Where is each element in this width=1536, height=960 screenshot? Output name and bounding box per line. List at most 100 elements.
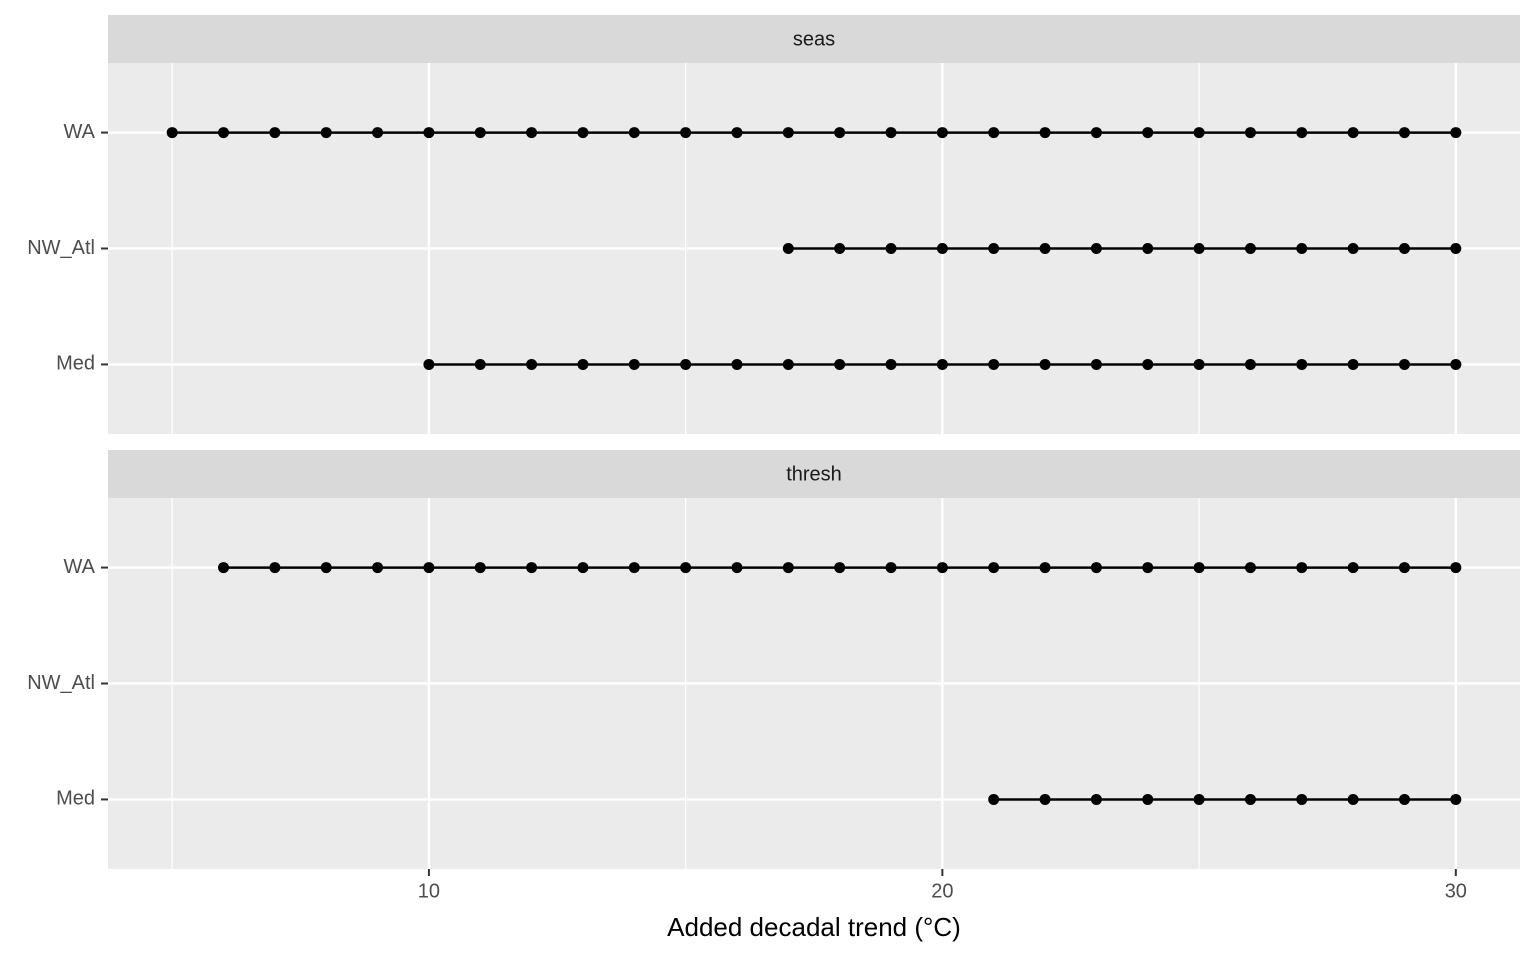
point — [1398, 243, 1410, 254]
point — [1244, 243, 1256, 254]
point — [731, 358, 743, 370]
point — [988, 793, 1000, 805]
point — [1347, 127, 1359, 139]
point — [1090, 243, 1102, 254]
point — [628, 127, 640, 139]
y-tick-label: WA — [64, 121, 96, 143]
point — [1039, 127, 1051, 139]
point — [1347, 243, 1359, 254]
point — [526, 562, 538, 574]
x-tick-label: 30 — [1445, 880, 1467, 902]
point — [166, 127, 178, 139]
point — [834, 127, 846, 139]
point — [988, 127, 1000, 139]
point — [320, 127, 332, 139]
strip — [108, 15, 1520, 63]
point — [474, 358, 486, 370]
point — [1090, 127, 1102, 139]
point — [782, 358, 794, 370]
point — [1296, 562, 1308, 574]
point — [1039, 243, 1051, 254]
x-axis-label: Added decadal trend (°C) — [667, 912, 961, 942]
point — [1244, 358, 1256, 370]
point — [628, 358, 640, 370]
x-tick-label: 20 — [931, 880, 953, 902]
point — [423, 127, 435, 139]
point — [1296, 793, 1308, 805]
point — [936, 243, 948, 254]
point — [1450, 793, 1462, 805]
point — [1450, 562, 1462, 574]
point — [1039, 793, 1051, 805]
point — [1244, 562, 1256, 574]
strip — [108, 450, 1520, 498]
point — [628, 562, 640, 574]
y-tick-label: NW_Atl — [27, 237, 95, 259]
point — [1347, 562, 1359, 574]
point — [474, 127, 486, 139]
point — [885, 358, 897, 370]
point — [782, 562, 794, 574]
point — [680, 358, 692, 370]
point — [782, 243, 794, 254]
point — [1296, 243, 1308, 254]
point — [1347, 793, 1359, 805]
point — [1347, 358, 1359, 370]
point — [988, 358, 1000, 370]
point — [988, 243, 1000, 254]
point — [526, 358, 538, 370]
point — [1193, 358, 1205, 370]
point — [936, 562, 948, 574]
point — [1450, 243, 1462, 254]
point — [372, 562, 384, 574]
point — [885, 243, 897, 254]
point — [834, 562, 846, 574]
point — [1142, 358, 1154, 370]
point — [782, 127, 794, 139]
point — [269, 127, 281, 139]
point — [1244, 793, 1256, 805]
strip-label: thresh — [786, 463, 842, 485]
point — [320, 562, 332, 574]
point — [1398, 358, 1410, 370]
strip-label: seas — [793, 28, 835, 50]
point — [1450, 358, 1462, 370]
point — [1193, 562, 1205, 574]
point — [577, 562, 589, 574]
y-tick-label: Med — [56, 788, 95, 810]
point — [372, 127, 384, 139]
point — [1193, 793, 1205, 805]
point — [1090, 793, 1102, 805]
point — [1142, 127, 1154, 139]
point — [526, 127, 538, 139]
point — [1193, 243, 1205, 254]
point — [680, 562, 692, 574]
point — [218, 127, 230, 139]
y-tick-label: WA — [64, 556, 96, 578]
point — [988, 562, 1000, 574]
point — [1193, 127, 1205, 139]
point — [1398, 127, 1410, 139]
point — [1398, 793, 1410, 805]
point — [423, 562, 435, 574]
point — [1039, 358, 1051, 370]
point — [423, 358, 435, 370]
point — [1296, 358, 1308, 370]
point — [834, 358, 846, 370]
point — [680, 127, 692, 139]
point — [1090, 562, 1102, 574]
point — [885, 562, 897, 574]
point — [269, 562, 281, 574]
point — [731, 562, 743, 574]
point — [1398, 562, 1410, 574]
x-tick-label: 10 — [418, 880, 440, 902]
point — [936, 358, 948, 370]
point — [1142, 243, 1154, 254]
point — [1450, 127, 1462, 139]
point — [731, 127, 743, 139]
point — [1296, 127, 1308, 139]
y-tick-label: NW_Atl — [27, 672, 95, 694]
point — [936, 127, 948, 139]
y-tick-label: Med — [56, 353, 95, 375]
